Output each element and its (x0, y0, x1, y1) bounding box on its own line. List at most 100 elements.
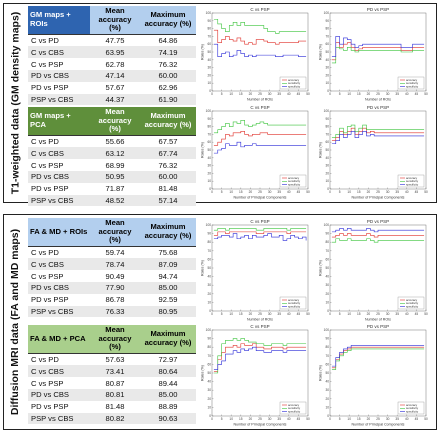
x-tick-label: 25 (376, 417, 380, 421)
y-tick-label: 100 (206, 223, 212, 227)
legend-label: sensitivity (288, 179, 301, 183)
table-cell: PSP vs CBS (28, 93, 90, 106)
y-tick-label: 70 (325, 249, 329, 253)
table-cell: 86.78 (90, 293, 140, 306)
legend-label: specificity (406, 410, 419, 414)
y-tick-label: 20 (325, 397, 329, 401)
legend-label: sensitivity (288, 301, 301, 305)
y-axis-label: Rates (%) (319, 142, 323, 158)
y-axis-label: Rates (%) (201, 44, 205, 60)
series-line-specificity (331, 345, 425, 367)
table-row: C vs PSP 90.49 94.74 (28, 270, 196, 283)
table-row: PD vs PSP 81.48 88.89 (28, 400, 196, 413)
y-tick-label: 50 (325, 50, 329, 54)
table-header: GM maps + ROIs (28, 6, 90, 36)
y-tick-label: 100 (324, 223, 330, 227)
chart-dmri-rois-c-vs-psp: C vs PSP 0 10 20 30 40 50 60 70 80 90 100 0 5 10 15 20 25… (200, 218, 312, 322)
x-tick-label: 20 (367, 190, 371, 194)
table-header: FA & MD + ROIs (28, 218, 90, 248)
x-tick-label: 20 (249, 92, 253, 96)
y-tick-label: 40 (325, 380, 329, 384)
x-tick-label: 0 (211, 92, 213, 96)
y-tick-label: 60 (207, 140, 211, 144)
x-tick-label: 35 (395, 190, 399, 194)
y-tick-label: 80 (325, 240, 329, 244)
y-tick-label: 10 (325, 81, 329, 85)
table-row: PD vs CBS 47.14 60.00 (28, 70, 196, 82)
x-tick-label: 15 (357, 312, 361, 316)
x-tick-label: 5 (339, 417, 341, 421)
x-tick-label: 10 (229, 92, 233, 96)
table-header: FA & MD + PCA (28, 325, 90, 355)
table-row: PSP vs CBS 44.37 61.90 (28, 93, 196, 106)
y-tick-label: 80 (325, 345, 329, 349)
y-tick-label: 0 (327, 89, 329, 93)
table-cell: PSP vs CBS (28, 412, 90, 425)
diffusion-side-label-text: Diffusion MRI data (FA and MD maps) (9, 228, 21, 416)
legend-label: accuracy (406, 78, 418, 82)
table-row: PSP vs CBS 80.82 90.63 (28, 412, 196, 425)
y-tick-label: 20 (207, 73, 211, 77)
table-cell: 87.09 (140, 258, 196, 271)
y-tick-label: 90 (325, 232, 329, 236)
x-tick-label: 15 (239, 417, 243, 421)
x-axis-label: Number of Principal Components (352, 423, 405, 427)
x-tick-label: 45 (415, 312, 419, 316)
table-cell: 72.97 (140, 353, 196, 366)
x-tick-label: 35 (395, 312, 399, 316)
table-cell: C vs PSP (28, 159, 90, 172)
table-cell: C vs PD (28, 246, 90, 259)
x-tick-label: 30 (268, 417, 272, 421)
y-tick-label: 50 (325, 148, 329, 152)
y-tick-label: 0 (209, 414, 211, 418)
y-tick-label: 70 (325, 34, 329, 38)
y-tick-label: 40 (325, 275, 329, 279)
table-cell: 71.87 (90, 182, 140, 195)
x-tick-label: 30 (386, 312, 390, 316)
chart-title: PD vs PSP (367, 105, 389, 110)
y-tick-label: 30 (325, 283, 329, 287)
x-tick-label: 20 (249, 312, 253, 316)
table-cell: 76.33 (90, 305, 140, 318)
table-cell: 59.74 (90, 246, 140, 259)
x-tick-label: 10 (229, 417, 233, 421)
y-tick-label: 0 (327, 309, 329, 313)
x-tick-label: 50 (424, 417, 428, 421)
table-cell: 67.57 (140, 135, 196, 148)
y-tick-label: 20 (325, 73, 329, 77)
table-cell: C vs PD (28, 135, 90, 148)
legend-label: sensitivity (406, 81, 419, 85)
y-tick-label: 20 (207, 171, 211, 175)
x-tick-label: 20 (367, 312, 371, 316)
x-tick-label: 25 (258, 417, 262, 421)
x-tick-label: 25 (258, 190, 262, 194)
chart-title: PD vs PSP (367, 219, 389, 224)
x-tick-label: 20 (367, 92, 371, 96)
table-cell: C vs PD (28, 353, 90, 366)
x-tick-label: 35 (277, 417, 281, 421)
table-cell: PD vs CBS (28, 70, 90, 82)
table-header: Maximum accuracy (%) (140, 107, 196, 137)
table-header: Maximum accuracy (%) (140, 325, 196, 355)
y-tick-label: 80 (207, 240, 211, 244)
x-tick-label: 45 (415, 92, 419, 96)
y-tick-label: 50 (207, 50, 211, 54)
x-tick-label: 20 (249, 417, 253, 421)
gm-pca-table: GM maps + PCA Mean accuracy (%) Maximum … (28, 107, 196, 207)
legend-label: accuracy (406, 403, 418, 407)
y-axis-label: Rates (%) (201, 142, 205, 158)
y-axis-label: Rates (%) (201, 260, 205, 276)
table-cell: 61.90 (140, 93, 196, 106)
y-tick-label: 90 (325, 337, 329, 341)
table-row: C vs PD 59.74 75.68 (28, 246, 196, 259)
x-axis-label: Number of ROIs (365, 98, 391, 102)
table-row: PD vs CBS 77.90 85.00 (28, 282, 196, 294)
table-cell: 90.63 (140, 412, 196, 425)
x-tick-label: 5 (339, 190, 341, 194)
y-axis-label: Rates (%) (319, 260, 323, 276)
x-tick-label: 30 (386, 190, 390, 194)
y-tick-label: 30 (325, 164, 329, 168)
x-tick-label: 40 (405, 190, 409, 194)
t1-weighted-panel: T1-weighted data (GM density maps) GM ma… (3, 3, 437, 207)
